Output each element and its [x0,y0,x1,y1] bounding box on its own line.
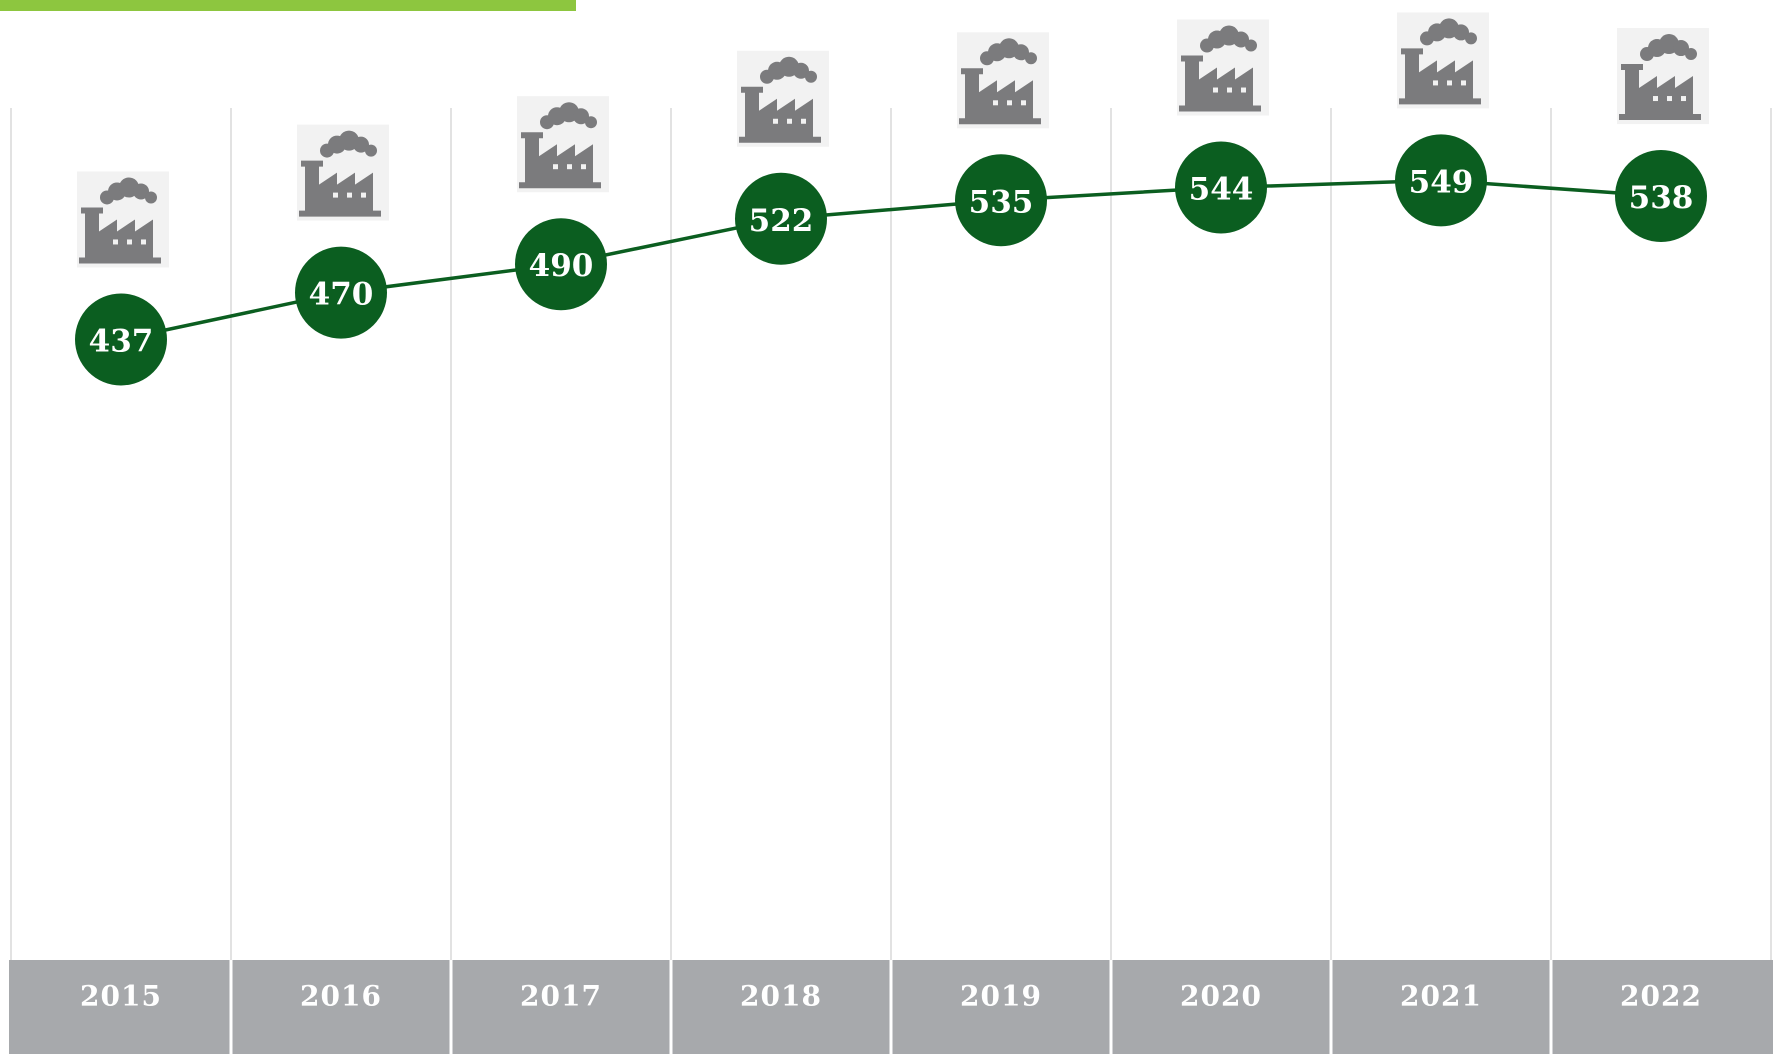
x-tick-label: 2016 [300,980,382,1013]
icon-smoke [145,191,157,204]
icon-window [1213,87,1218,93]
icon-smoke [133,183,149,200]
icon-smoke [353,136,369,153]
factory-icon [1177,19,1269,116]
icon-smoke [365,144,377,157]
data-point [75,293,167,386]
icon-factory [79,207,161,264]
data-point [295,246,387,339]
icon-window [1007,100,1012,106]
icon-window [1681,96,1686,102]
factory-icon [77,171,169,268]
icon-window [361,192,366,198]
icon-window [1461,80,1466,86]
icon-factory [1179,55,1261,112]
icon-factory [1619,64,1701,121]
x-tick-label: 2015 [80,980,162,1013]
icon-window [1021,100,1026,106]
data-point [515,218,607,311]
icon-window [993,100,998,106]
icon-window [1433,80,1438,86]
icon-smoke [1673,40,1689,57]
icon-factory [739,86,821,143]
icon-smoke [1025,52,1037,65]
data-label: 544 [1189,172,1254,208]
icon-smoke [793,62,809,79]
x-tick-label: 2019 [960,980,1042,1013]
icon-window [801,118,806,124]
factory-icon [297,124,389,221]
x-tick-label: 2020 [1180,980,1262,1013]
icon-window [787,118,792,124]
icon-smoke [1685,48,1697,61]
icon-window [113,239,118,245]
x-tick-label: 2022 [1620,980,1702,1013]
icon-smoke [1233,31,1249,48]
icon-smoke [1465,32,1477,45]
data-label: 535 [969,184,1034,220]
accent-bar [0,0,576,11]
icon-window [1653,96,1658,102]
icon-smoke [1453,24,1469,41]
icon-smoke [585,116,597,129]
factory-icon [737,50,829,147]
x-tick-label: 2021 [1400,980,1482,1013]
data-label: 490 [529,248,594,284]
icon-smoke [1245,39,1257,52]
icon-window [333,192,338,198]
data-label: 538 [1629,180,1694,216]
icon-smoke [1013,44,1029,61]
icon-window [127,239,132,245]
factory-icon [957,32,1049,129]
icon-factory [959,68,1041,125]
icon-window [1227,87,1232,93]
data-point [735,172,827,265]
data-label: 437 [89,323,154,359]
x-tick-label: 2017 [520,980,602,1013]
icon-window [347,192,352,198]
factory-icon [1617,28,1709,125]
data-label: 549 [1409,164,1474,200]
data-point [1175,141,1267,234]
data-label: 522 [749,203,814,239]
icon-window [141,239,146,245]
icon-window [581,164,586,170]
icon-window [567,164,572,170]
icon-window [1667,96,1672,102]
icon-window [1447,80,1452,86]
data-point [955,154,1047,247]
icon-smoke [805,70,817,83]
data-point [1395,134,1487,227]
icon-factory [299,160,381,217]
icon-window [1241,87,1246,93]
factory-icon [1397,12,1489,109]
factory-icon [517,96,609,193]
icon-window [773,118,778,124]
icon-smoke [573,108,589,125]
icon-factory [1399,48,1481,105]
icon-factory [519,132,601,189]
data-label: 470 [309,277,374,313]
data-point [1615,150,1707,243]
icon-window [553,164,558,170]
x-tick-label: 2018 [740,980,822,1013]
